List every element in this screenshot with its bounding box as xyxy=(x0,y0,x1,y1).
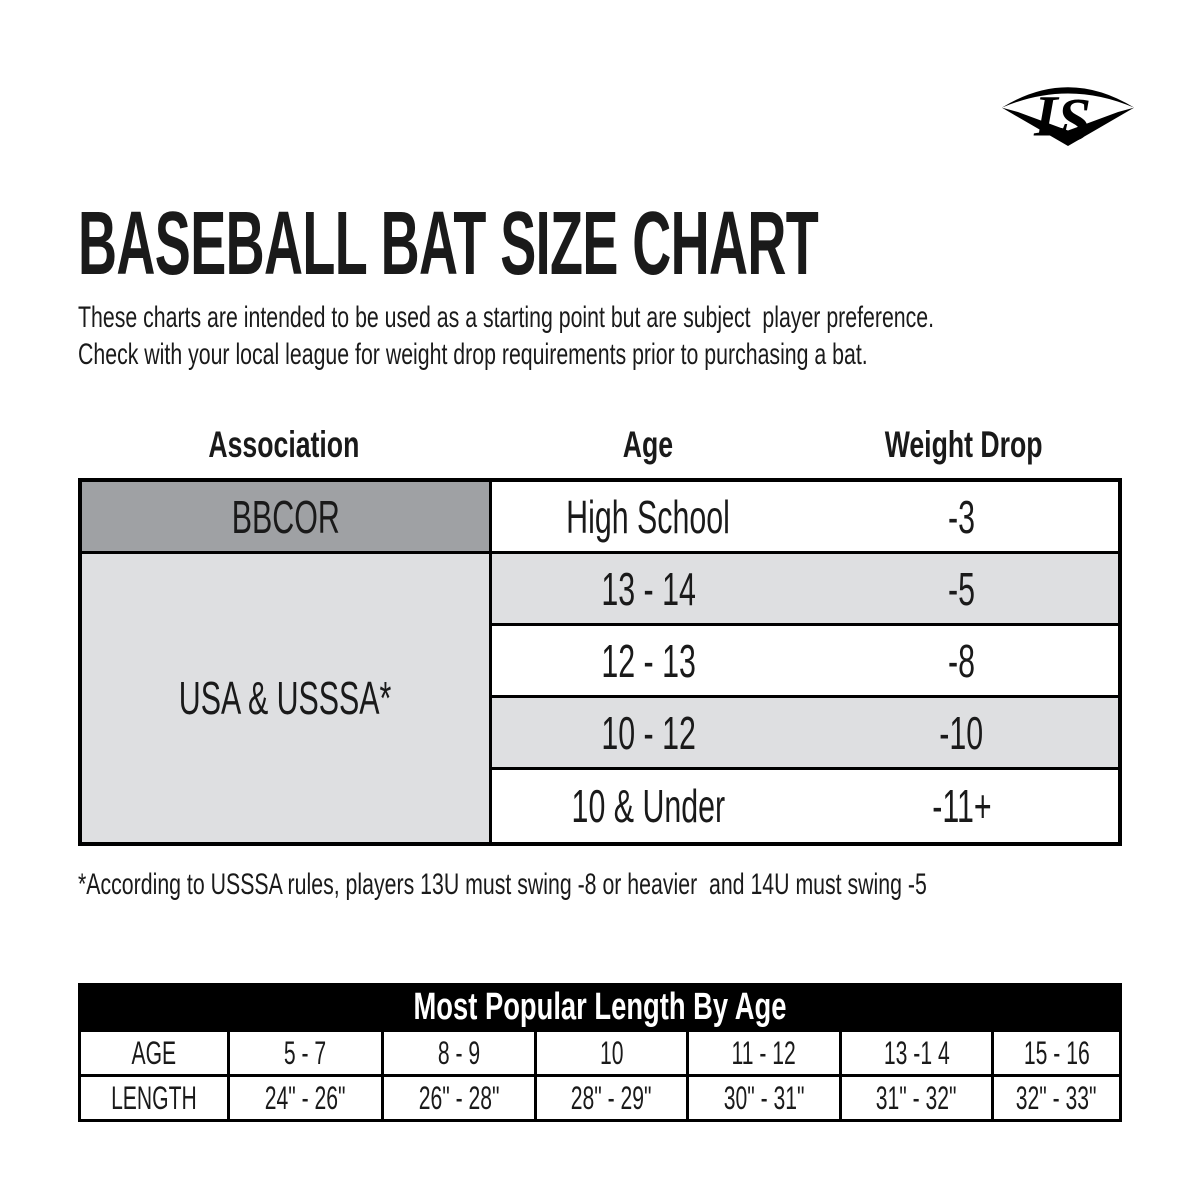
cell-length-28-29: 28" - 29" xyxy=(537,1077,686,1119)
cell-drop-12-13: -8 xyxy=(805,626,1118,698)
cell-drop-10-under: -11+ xyxy=(805,770,1118,842)
cell-length-26-28: 26" - 28" xyxy=(384,1077,534,1119)
page-title: BASEBALL BAT SIZE CHART xyxy=(78,196,1200,292)
cell-age-5-7: 5 - 7 xyxy=(230,1032,381,1074)
logo-diamond-top-arc xyxy=(1001,87,1135,108)
cell-age-15-16: 15 - 16 xyxy=(994,1032,1119,1074)
cell-age-8-9: 8 - 9 xyxy=(384,1032,534,1074)
cell-age-high-school: High School xyxy=(492,482,805,554)
column-header-association: Association xyxy=(208,424,360,465)
intro-line-2: Check with your local league for weight … xyxy=(78,338,868,371)
cell-association-bbcor: BBCOR xyxy=(82,482,492,554)
usssa-footnote-text: *According to USSSA rules, players 13U m… xyxy=(78,868,927,901)
cell-length-31-32: 31" - 32" xyxy=(842,1077,991,1119)
column-header-weight-drop: Weight Drop xyxy=(885,424,1043,465)
louisville-slugger-diamond-icon: L S xyxy=(1001,83,1135,152)
cell-drop-high-school: -3 xyxy=(805,482,1118,554)
usssa-footnote: *According to USSSA rules, players 13U m… xyxy=(78,868,1200,902)
logo-letter-l: L xyxy=(1033,83,1070,148)
length-table-title: Most Popular Length By Age xyxy=(81,986,1119,1029)
logo-letter-s: S xyxy=(1057,86,1091,152)
column-header-age: Age xyxy=(622,424,674,465)
cell-drop-13-14: -5 xyxy=(805,554,1118,626)
cell-length-32-33: 32" - 33" xyxy=(994,1077,1119,1119)
length-by-age-table: Most Popular Length By Age AGE 5 - 7 8 -… xyxy=(78,983,1122,1122)
intro-line-2-wrap: Check with your local league for weight … xyxy=(78,336,1200,373)
cell-age-10-12: 10 - 12 xyxy=(492,698,805,770)
size-chart-column-headers: Association Age Weight Drop xyxy=(78,420,1122,470)
cell-age-13-14-pop: 13 -1 4 xyxy=(842,1032,991,1074)
intro-line-1: These charts are intended to be used as … xyxy=(78,301,935,334)
cell-length-24-26: 24" - 26" xyxy=(230,1077,381,1119)
intro-line-1-wrap: These charts are intended to be used as … xyxy=(78,299,1200,336)
length-table-age-row-label: AGE xyxy=(81,1032,227,1074)
cell-drop-10-12: -10 xyxy=(805,698,1118,770)
logo-diamond-bottom-v xyxy=(1001,107,1135,146)
louisville-slugger-logo: L S xyxy=(1000,72,1136,152)
cell-association-usa-usssa: USA & USSSA* xyxy=(82,554,492,842)
cell-age-13-14: 13 - 14 xyxy=(492,554,805,626)
page-title-text: BASEBALL BAT SIZE CHART xyxy=(78,194,819,294)
intro-text: These charts are intended to be used as … xyxy=(78,299,1200,373)
cell-length-30-31: 30" - 31" xyxy=(689,1077,839,1119)
cell-age-12-13: 12 - 13 xyxy=(492,626,805,698)
cell-age-10-under: 10 & Under xyxy=(492,770,805,842)
size-chart-table: BBCOR High School -3 USA & USSSA* 13 - 1… xyxy=(78,478,1122,846)
cell-age-11-12: 11 - 12 xyxy=(689,1032,839,1074)
cell-age-10: 10 xyxy=(537,1032,686,1074)
length-table-length-row-label: LENGTH xyxy=(81,1077,227,1119)
